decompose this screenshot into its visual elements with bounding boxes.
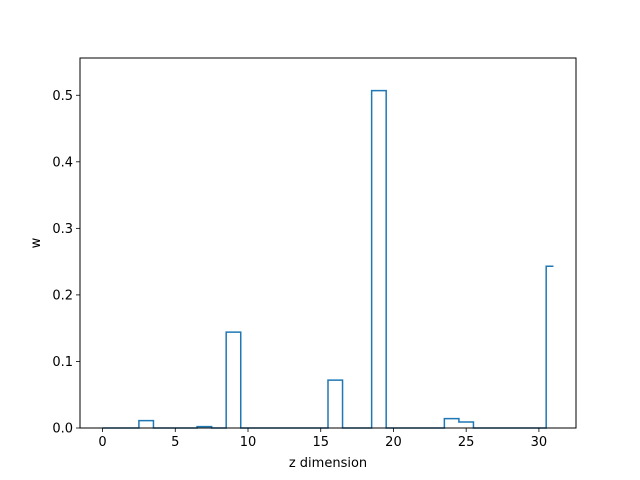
y-tick-label: 0.0 xyxy=(52,422,73,437)
x-tick-label: 15 xyxy=(312,435,329,450)
x-tick-label: 30 xyxy=(531,435,548,450)
y-tick-label: 0.5 xyxy=(52,89,73,104)
x-tick-label: 25 xyxy=(458,435,475,450)
y-tick-label: 0.4 xyxy=(52,155,73,170)
x-tick-label: 5 xyxy=(171,435,179,450)
x-axis-label: z dimension xyxy=(289,456,367,471)
axes-frame xyxy=(79,57,577,429)
x-tick-label: 20 xyxy=(385,435,402,450)
y-tick-label: 0.3 xyxy=(52,222,73,237)
y-tick-label: 0.2 xyxy=(52,288,73,303)
y-axis: 0.0 0.1 0.2 0.3 0.4 0.5 xyxy=(52,89,80,437)
x-tick-label: 10 xyxy=(240,435,257,450)
y-axis-label: w xyxy=(29,237,44,248)
y-tick-label: 0.1 xyxy=(52,355,73,370)
x-axis: 0 5 10 15 20 25 30 xyxy=(98,428,547,450)
x-tick-label: 0 xyxy=(98,435,106,450)
